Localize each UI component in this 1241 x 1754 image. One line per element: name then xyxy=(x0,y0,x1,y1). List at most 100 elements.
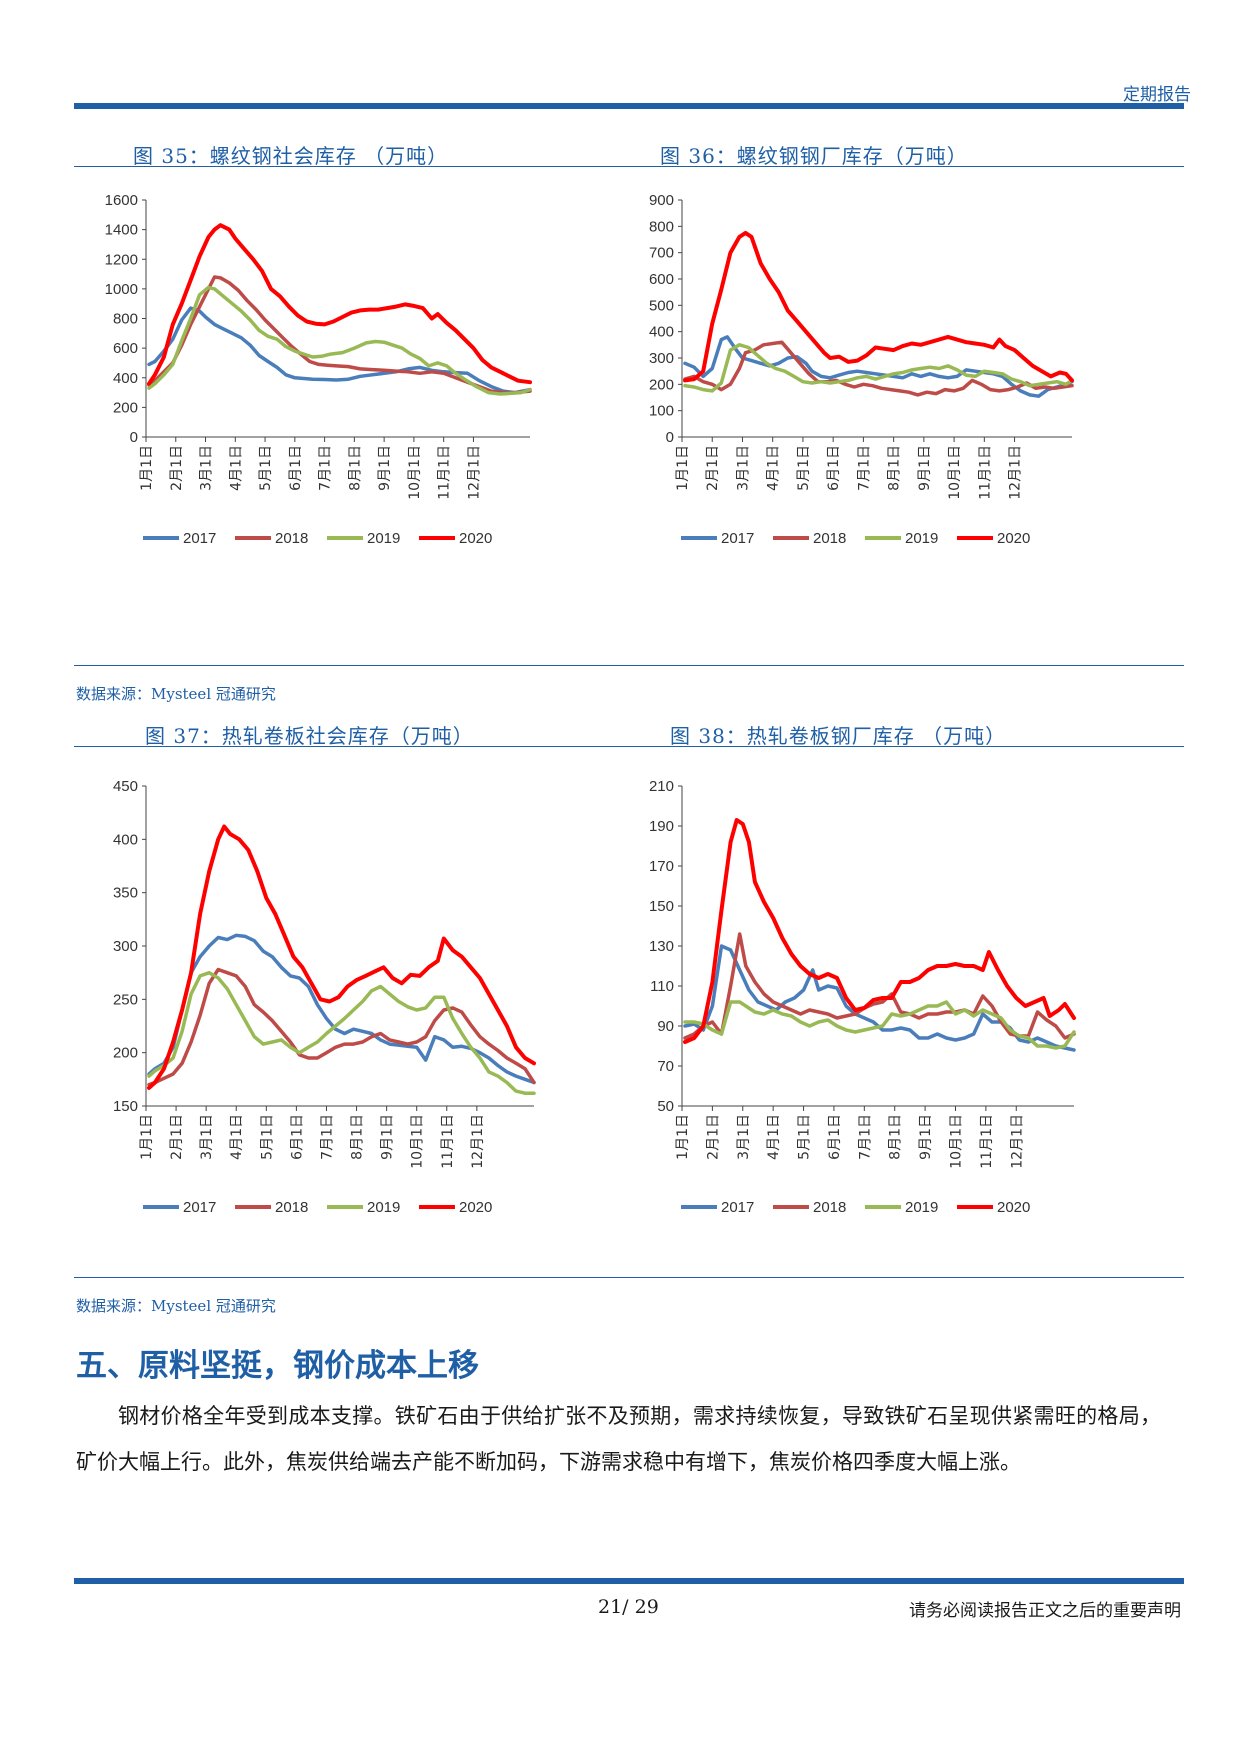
y-tick-label: 500 xyxy=(649,297,674,314)
y-tick-label: 600 xyxy=(649,271,674,288)
x-tick-label: 4月1日 xyxy=(228,445,244,491)
x-tick-label: 7月1日 xyxy=(857,1114,873,1160)
x-tick-label: 9月1日 xyxy=(918,1114,934,1160)
x-tick-label: 8月1日 xyxy=(347,445,363,491)
y-tick-label: 350 xyxy=(113,885,138,902)
series-line-2019 xyxy=(683,1000,1076,1050)
chart-title-38: 图 38：热轧卷板钢厂库存 （万吨） xyxy=(670,724,1007,748)
y-tick-label: 250 xyxy=(113,991,138,1008)
x-tick-label: 11月1日 xyxy=(979,1114,995,1169)
x-tick-label: 11月1日 xyxy=(440,1114,456,1169)
chart-hrc-social-inventory: 150 200 250 300 350 400 450 1月1日 2月1日 3月1日 4月1日 5月1… xyxy=(113,778,536,1216)
x-tick-label: 9月1日 xyxy=(917,445,933,491)
x-tick-label: 10月1日 xyxy=(947,445,963,500)
x-tick-label: 4月1日 xyxy=(766,1114,782,1160)
x-tick-label: 8月1日 xyxy=(350,1114,366,1160)
y-tick-label: 700 xyxy=(649,245,674,262)
y-tick-label: 200 xyxy=(649,376,674,393)
source-rule-top xyxy=(74,665,1184,666)
y-tick-label: 210 xyxy=(649,778,674,795)
series-line-2018 xyxy=(147,967,536,1087)
x-tick-label: 1月1日 xyxy=(139,445,155,491)
x-tick-label: 10月1日 xyxy=(410,1114,426,1169)
legend-label-2018: 2018 xyxy=(813,530,846,547)
x-tick-label: 4月1日 xyxy=(766,445,782,491)
series-line-2020 xyxy=(147,824,536,1090)
section-paragraph: 钢材价格全年受到成本支撑。铁矿石由于供给扩张不及预期，需求持续恢复，导致铁矿石呈… xyxy=(76,1404,1161,1474)
legend-label-2017: 2017 xyxy=(183,530,216,547)
chart-rebar-mill-inventory: 0 100 200 300 400 500 600 700 800 900 1月1日 2月1日 3月1日… xyxy=(649,192,1074,547)
legend-label-2018: 2018 xyxy=(813,1199,846,1216)
x-tick-label: 11月1日 xyxy=(977,445,993,500)
series-line-2018 xyxy=(147,275,532,395)
legend-label-2019: 2019 xyxy=(905,1199,938,1216)
x-tick-label: 6月1日 xyxy=(288,445,304,491)
y-tick-label: 150 xyxy=(113,1098,138,1115)
x-tick-label: 7月1日 xyxy=(856,445,872,491)
y-tick-label: 450 xyxy=(113,778,138,795)
x-tick-label: 3月1日 xyxy=(735,445,751,491)
x-tick-label: 5月1日 xyxy=(258,445,274,491)
data-source-note: 数据来源：Mysteel 冠通研究 xyxy=(76,1297,276,1315)
y-tick-label: 0 xyxy=(666,429,674,446)
x-tick-label: 12月1日 xyxy=(466,445,482,500)
legend-label-2017: 2017 xyxy=(183,1199,216,1216)
x-tick-label: 8月1日 xyxy=(888,1114,904,1160)
y-tick-label: 190 xyxy=(649,818,674,835)
x-tick-label: 11月1日 xyxy=(437,445,453,500)
y-tick-label: 200 xyxy=(113,399,138,416)
x-tick-label: 2月1日 xyxy=(169,445,185,491)
y-tick-label: 50 xyxy=(657,1098,674,1115)
y-tick-label: 300 xyxy=(113,938,138,955)
x-tick-label: 7月1日 xyxy=(319,1114,335,1160)
footer-disclaimer: 请务必阅读报告正文之后的重要声明 xyxy=(909,1601,1181,1621)
x-tick-label: 3月1日 xyxy=(199,445,215,491)
x-tick-label: 12月1日 xyxy=(1008,445,1024,500)
y-tick-label: 110 xyxy=(650,978,674,995)
legend-label-2020: 2020 xyxy=(997,1199,1030,1216)
legend-label-2020: 2020 xyxy=(459,530,492,547)
title-rule-bottom xyxy=(74,746,1184,747)
x-tick-label: 5月1日 xyxy=(797,1114,813,1160)
series-line-2019 xyxy=(147,970,536,1095)
x-tick-label: 4月1日 xyxy=(229,1114,245,1160)
legend-label-2019: 2019 xyxy=(367,530,400,547)
page-number: 21/ 29 xyxy=(598,1596,659,1618)
series-line-2019 xyxy=(683,343,1074,393)
y-tick-label: 400 xyxy=(649,324,674,341)
x-tick-label: 12月1日 xyxy=(470,1114,486,1169)
x-tick-label: 2月1日 xyxy=(705,445,721,491)
y-tick-label: 1400 xyxy=(105,222,138,239)
series-line-2020 xyxy=(683,230,1074,383)
y-tick-label: 400 xyxy=(113,370,138,387)
y-tick-label: 0 xyxy=(130,429,138,446)
chart-title-36: 图 36：螺纹钢钢厂库存（万吨） xyxy=(660,144,968,168)
y-tick-label: 100 xyxy=(649,403,674,420)
x-tick-label: 10月1日 xyxy=(948,1114,964,1169)
y-tick-label: 130 xyxy=(649,938,674,955)
x-tick-label: 1月1日 xyxy=(675,445,691,491)
series-line-2018 xyxy=(683,340,1074,397)
x-tick-label: 10月1日 xyxy=(407,445,423,500)
y-tick-label: 400 xyxy=(113,831,138,848)
series-line-2019 xyxy=(147,285,532,396)
y-tick-label: 800 xyxy=(113,311,138,328)
x-tick-label: 1月1日 xyxy=(139,1114,155,1160)
footer-rule xyxy=(74,1578,1184,1584)
x-tick-label: 1月1日 xyxy=(675,1114,691,1160)
x-tick-label: 5月1日 xyxy=(259,1114,275,1160)
x-tick-label: 6月1日 xyxy=(289,1114,305,1160)
x-tick-label: 2月1日 xyxy=(705,1114,721,1160)
y-tick-label: 1600 xyxy=(105,192,138,209)
x-tick-label: 12月1日 xyxy=(1009,1114,1025,1169)
title-rule-top xyxy=(74,166,1184,167)
legend-label-2017: 2017 xyxy=(721,1199,754,1216)
y-tick-label: 150 xyxy=(649,898,674,915)
series-line-2020 xyxy=(147,223,532,386)
y-tick-label: 300 xyxy=(649,350,674,367)
y-tick-label: 90 xyxy=(657,1018,674,1035)
x-tick-label: 2月1日 xyxy=(169,1114,185,1160)
legend-label-2020: 2020 xyxy=(997,530,1030,547)
legend-label-2017: 2017 xyxy=(721,530,754,547)
legend-label-2019: 2019 xyxy=(367,1199,400,1216)
